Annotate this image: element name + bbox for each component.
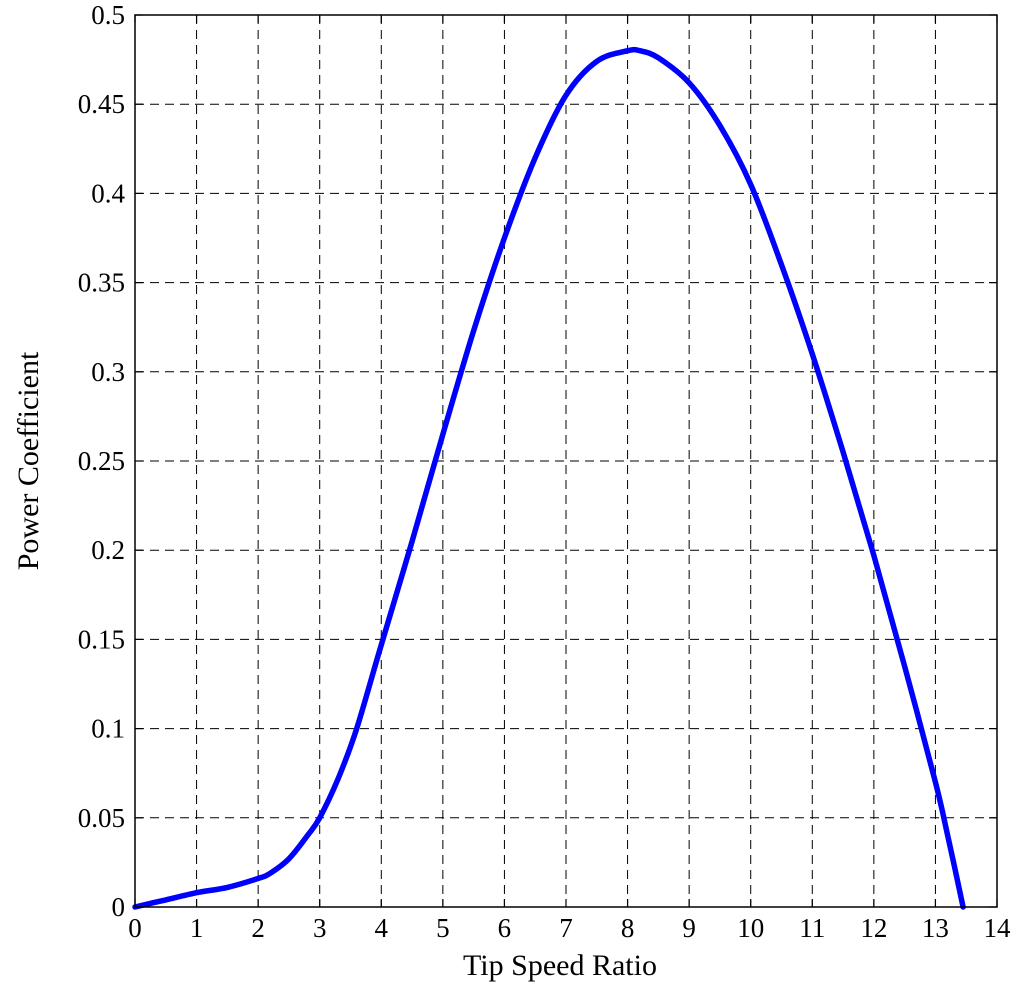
data-point [842,451,844,453]
data-point [626,49,629,52]
x-tick-label: 14 [984,913,1012,943]
data-point [811,353,814,355]
x-axis-label: Tip Speed Ratio [463,949,657,982]
x-tick-label: 6 [498,913,512,943]
data-point [639,49,641,52]
y-tick-label: 0.45 [78,89,125,119]
x-tick-label: 4 [375,913,389,943]
x-tick-label: 3 [313,913,327,943]
data-point [288,858,290,860]
y-tick-label: 0.2 [91,535,125,565]
data-point [934,781,937,783]
tick-labels: 0 1 2 3 4 5 6 7 8 9 10 11 12 13 1400.050.10.150.20.250… [78,0,1011,943]
data-point [318,817,321,819]
series-group [132,46,966,910]
data-point [780,264,783,266]
grid [135,15,997,907]
data-point [195,891,198,894]
data-point [596,60,598,63]
y-tick-label: 0.1 [91,714,125,744]
y-tick-label: 0.35 [78,268,125,298]
y-tick-label: 0.3 [91,357,125,387]
y-axis-label: Power Coefficient [12,351,45,570]
data-point [442,433,444,436]
data-point [565,94,567,97]
data-point [749,183,752,186]
x-tick-label: 8 [621,913,635,943]
data-point [355,727,358,730]
x-tick-label: 7 [559,913,573,943]
data-point [380,644,383,646]
x-tick-label: 1 [190,913,204,943]
data-point [337,777,340,780]
x-tick-label: 13 [922,913,949,943]
data-point [946,834,949,837]
data-point [257,877,259,880]
x-tick-label: 11 [799,913,825,943]
data-point [472,330,475,332]
data-point [534,156,536,159]
data-point [503,237,506,239]
y-tick-label: 0.4 [91,178,125,208]
data-point [873,554,875,557]
y-tick-label: 0.5 [91,0,125,30]
data-point [165,899,167,901]
y-tick-label: 0.15 [78,624,125,654]
data-point [719,124,721,127]
data-point [306,834,309,837]
data-point [657,57,660,59]
data-point [226,886,229,889]
x-tick-label: 9 [682,913,696,943]
y-tick-label: 0 [112,892,126,922]
x-tick-label: 10 [737,913,764,943]
x-tick-label: 12 [860,913,887,943]
data-point [688,82,690,84]
x-tick-label: 2 [251,913,265,943]
data-point [903,665,906,667]
x-tick-label: 5 [436,913,450,943]
y-tick-label: 0.25 [78,446,125,476]
x-tick-label: 0 [128,913,142,943]
plot-frame [134,14,998,908]
y-tick-label: 0.05 [78,803,125,833]
data-point [269,872,272,874]
data-point [411,540,413,543]
